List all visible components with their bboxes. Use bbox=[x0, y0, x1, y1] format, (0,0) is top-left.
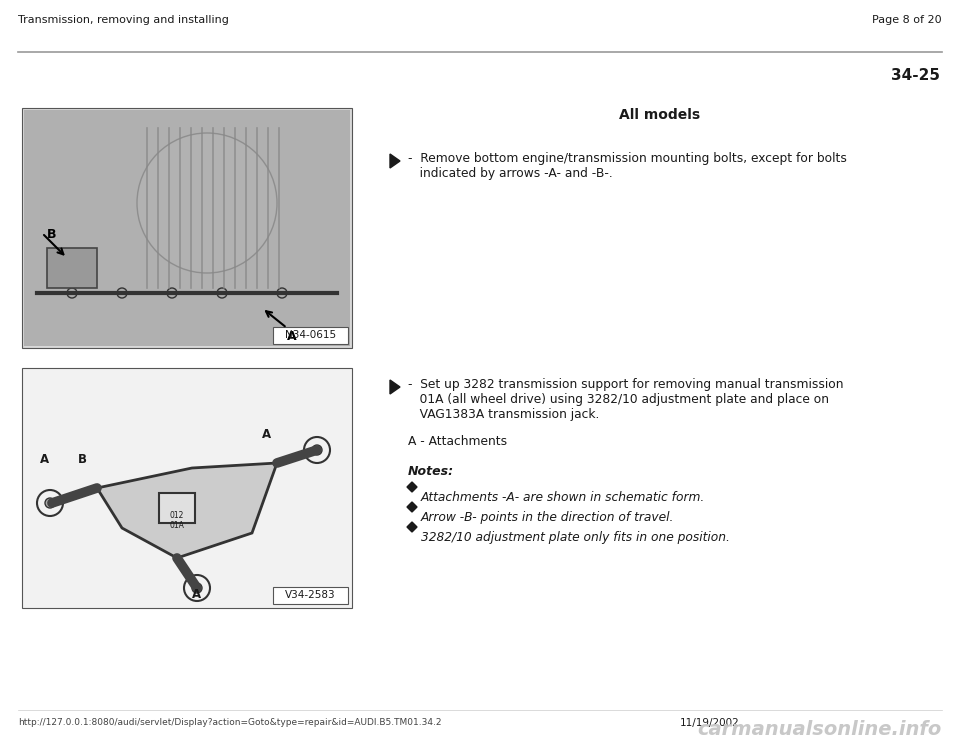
Text: Notes:: Notes: bbox=[408, 465, 454, 478]
Circle shape bbox=[137, 133, 277, 273]
Text: 01A (all wheel drive) using 3282/10 adjustment plate and place on: 01A (all wheel drive) using 3282/10 adju… bbox=[408, 393, 829, 406]
Bar bbox=[22, 368, 352, 608]
Bar bbox=[159, 493, 195, 523]
Polygon shape bbox=[390, 154, 400, 168]
Circle shape bbox=[167, 288, 177, 298]
Polygon shape bbox=[407, 522, 417, 532]
Text: All models: All models bbox=[619, 108, 701, 122]
Bar bbox=[22, 108, 352, 348]
Text: http://127.0.0.1:8080/audi/servlet/Display?action=Goto&type=repair&id=AUDI.B5.TM: http://127.0.0.1:8080/audi/servlet/Displ… bbox=[18, 718, 442, 727]
Text: 01A: 01A bbox=[170, 522, 184, 531]
Polygon shape bbox=[407, 502, 417, 512]
Bar bbox=[273, 327, 348, 344]
Text: 012: 012 bbox=[170, 511, 184, 520]
Circle shape bbox=[304, 437, 330, 463]
Text: -  Remove bottom engine/transmission mounting bolts, except for bolts: - Remove bottom engine/transmission moun… bbox=[408, 152, 847, 165]
Circle shape bbox=[312, 445, 322, 455]
Circle shape bbox=[37, 490, 63, 516]
Circle shape bbox=[277, 288, 287, 298]
Circle shape bbox=[217, 288, 227, 298]
Polygon shape bbox=[407, 482, 417, 492]
Bar bbox=[47, 248, 97, 288]
Text: A: A bbox=[287, 330, 297, 343]
Text: V34-2583: V34-2583 bbox=[285, 591, 336, 600]
Bar bbox=[24, 110, 350, 346]
Circle shape bbox=[45, 498, 55, 508]
Text: 34-25: 34-25 bbox=[891, 68, 940, 83]
Text: Transmission, removing and installing: Transmission, removing and installing bbox=[18, 15, 228, 25]
Text: indicated by arrows -A- and -B-.: indicated by arrows -A- and -B-. bbox=[408, 167, 612, 180]
Circle shape bbox=[117, 288, 127, 298]
Text: A - Attachments: A - Attachments bbox=[408, 435, 507, 448]
Text: carmanualsonline.info: carmanualsonline.info bbox=[698, 720, 942, 739]
Polygon shape bbox=[390, 380, 400, 394]
Text: 11/19/2002: 11/19/2002 bbox=[680, 718, 740, 728]
Text: -  Set up 3282 transmission support for removing manual transmission: - Set up 3282 transmission support for r… bbox=[408, 378, 844, 391]
Polygon shape bbox=[97, 463, 277, 558]
Bar bbox=[273, 587, 348, 604]
Text: 3282/10 adjustment plate only fits in one position.: 3282/10 adjustment plate only fits in on… bbox=[421, 531, 730, 544]
Text: B: B bbox=[78, 453, 86, 466]
Circle shape bbox=[192, 583, 202, 593]
Text: A: A bbox=[192, 588, 202, 601]
Circle shape bbox=[67, 288, 77, 298]
Text: VAG1383A transmission jack.: VAG1383A transmission jack. bbox=[408, 408, 599, 421]
Text: N34-0615: N34-0615 bbox=[285, 330, 336, 341]
Text: B: B bbox=[47, 228, 57, 241]
Text: A: A bbox=[39, 453, 49, 466]
Text: A: A bbox=[262, 428, 272, 441]
Text: Page 8 of 20: Page 8 of 20 bbox=[873, 15, 942, 25]
Text: Attachments -A- are shown in schematic form.: Attachments -A- are shown in schematic f… bbox=[421, 491, 706, 504]
Text: Arrow -B- points in the direction of travel.: Arrow -B- points in the direction of tra… bbox=[421, 511, 674, 524]
Circle shape bbox=[184, 575, 210, 601]
